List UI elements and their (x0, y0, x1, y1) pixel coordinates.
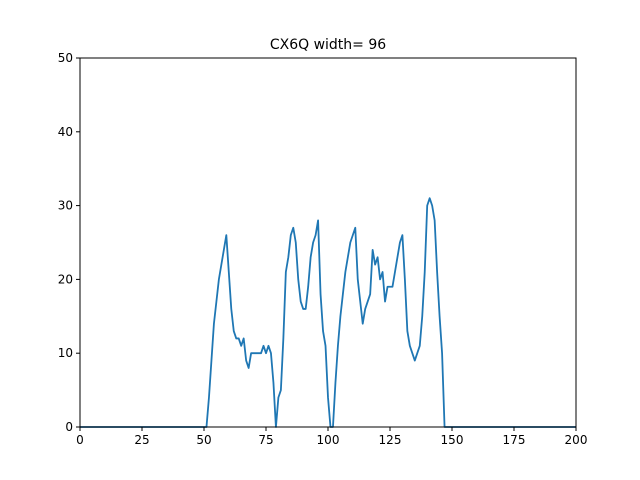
y-tick-label: 20 (58, 272, 73, 286)
y-tick-label: 50 (58, 51, 73, 65)
x-tick-label: 200 (565, 433, 588, 447)
x-tick-label: 150 (441, 433, 464, 447)
series-line-0 (80, 197, 576, 428)
y-tick-label: 30 (58, 199, 73, 213)
x-tick-label: 0 (76, 433, 84, 447)
y-tick-label: 10 (58, 346, 73, 360)
plot-area: 0 25 50 75 100 125 150 175 200 0 10 20 30 40 50 (58, 51, 588, 447)
x-tick-label: 175 (503, 433, 526, 447)
chart-title: CX6Q width= 96 (270, 37, 386, 53)
x-tick-label: 25 (134, 433, 149, 447)
x-tick-label: 100 (317, 433, 340, 447)
y-tick-label: 0 (65, 420, 73, 434)
x-tick-label: 50 (196, 433, 211, 447)
x-tick-label: 75 (258, 433, 273, 447)
x-tick-label: 125 (379, 433, 402, 447)
y-tick-label: 40 (58, 125, 73, 139)
